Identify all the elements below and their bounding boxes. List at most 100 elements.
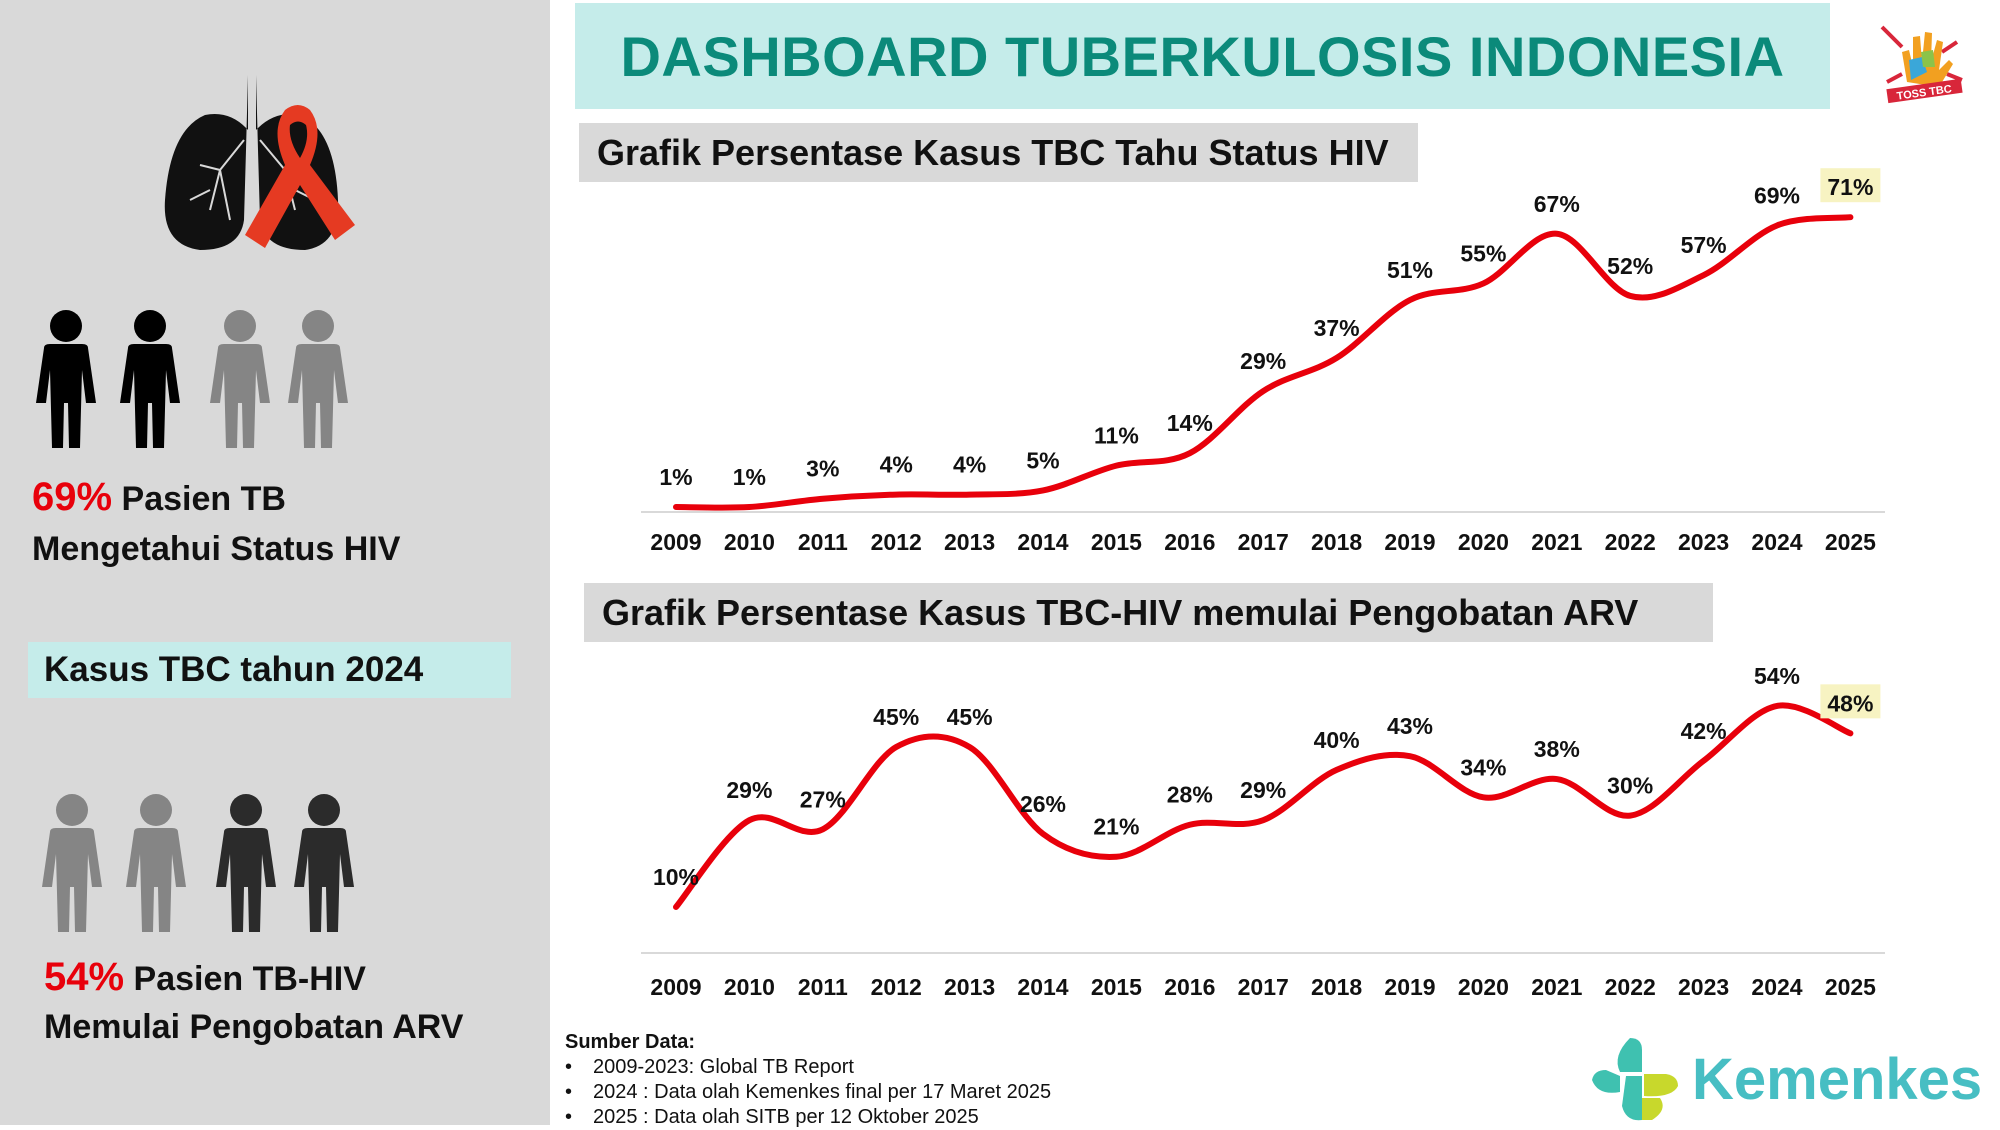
x-tick-label: 2016 <box>1164 529 1215 555</box>
person-icon-dark <box>294 794 354 932</box>
person-icon-dark <box>120 310 180 448</box>
data-label: 43% <box>1387 713 1433 739</box>
sources-heading: Sumber Data: <box>565 1031 696 1053</box>
data-label: 45% <box>947 704 993 730</box>
highlight-label-bg <box>1820 684 1881 719</box>
data-label: 3% <box>806 456 839 482</box>
x-tick-label: 2011 <box>798 974 848 1000</box>
data-label: 37% <box>1314 315 1360 341</box>
data-label: 14% <box>1167 410 1213 436</box>
x-tick-label: 2009 <box>650 974 701 1000</box>
data-label: 29% <box>726 777 772 803</box>
person-icon-gray <box>288 310 348 448</box>
data-label: 71% <box>1827 174 1873 200</box>
data-label: 40% <box>1314 727 1360 753</box>
x-tick-label: 2025 <box>1825 974 1876 1000</box>
x-tick-label: 2015 <box>1091 974 1142 1000</box>
x-tick-label: 2023 <box>1678 974 1729 1000</box>
stat-percent: 69% <box>32 475 113 519</box>
data-label: 4% <box>880 452 913 478</box>
data-label: 69% <box>1754 182 1800 208</box>
x-tick-label: 2024 <box>1751 529 1802 555</box>
data-label: 45% <box>873 704 919 730</box>
dashboard-title-banner: DASHBOARD TUBERKULOSIS INDONESIA <box>575 3 1830 109</box>
x-tick-label: 2012 <box>871 974 922 1000</box>
data-label: 30% <box>1607 773 1653 799</box>
person-icon-gray <box>42 794 102 932</box>
stat-label-line2: Memulai Pengobatan ARV <box>44 1008 464 1046</box>
data-label: 4% <box>953 452 986 478</box>
chart1-title-text: Grafik Persentase Kasus TBC Tahu Status … <box>597 131 1389 173</box>
data-label: 10% <box>653 864 699 890</box>
x-tick-label: 2018 <box>1311 974 1362 1000</box>
x-tick-label: 2013 <box>944 974 995 1000</box>
x-tick-label: 2024 <box>1751 974 1802 1000</box>
source-item: • 2025 : Data olah SITB per 12 Oktober 20… <box>565 1106 979 1128</box>
data-label: 26% <box>1020 791 1066 817</box>
x-tick-label: 2021 <box>1531 974 1582 1000</box>
data-label: 29% <box>1240 348 1286 374</box>
data-label: 54% <box>1754 663 1800 689</box>
data-label: 42% <box>1681 718 1727 744</box>
data-sources: Sumber Data: • 2009-2023: Global TB Repor… <box>565 1030 1051 1130</box>
data-label: 5% <box>1026 447 1059 473</box>
people-icon-group-2 <box>42 794 354 932</box>
chart2-title: Grafik Persentase Kasus TBC-HIV memulai … <box>584 583 1713 642</box>
section-label-kasus-2024: Kasus TBC tahun 2024 <box>28 642 511 698</box>
stat-label-line1: Pasien TB-HIV <box>133 960 366 998</box>
source-item-text: 2009-2023: Global TB Report <box>593 1056 854 1078</box>
x-tick-label: 2016 <box>1164 974 1215 1000</box>
x-tick-label: 2018 <box>1311 529 1362 555</box>
data-label: 29% <box>1240 777 1286 803</box>
x-tick-label: 2009 <box>650 529 701 555</box>
data-label: 11% <box>1094 423 1139 449</box>
x-tick-label: 2023 <box>1678 529 1729 555</box>
source-item-text: 2025 : Data olah SITB per 12 Oktober 202… <box>593 1106 979 1128</box>
stat-percent: 54% <box>44 955 125 999</box>
kemenkes-logo-text: Kemenkes <box>1692 1047 1983 1112</box>
data-label: 55% <box>1460 240 1506 266</box>
series-line <box>673 702 1854 910</box>
data-label: 21% <box>1093 814 1139 840</box>
chart1-title: Grafik Persentase Kasus TBC Tahu Status … <box>579 123 1418 182</box>
person-icon-dark <box>216 794 276 932</box>
x-tick-label: 2025 <box>1825 529 1876 555</box>
data-label: 1% <box>659 464 692 490</box>
data-label: 51% <box>1387 257 1433 283</box>
x-tick-label: 2017 <box>1238 529 1289 555</box>
x-tick-label: 2013 <box>944 529 995 555</box>
toss-tbc-logo: TOSS TBC <box>1880 25 1963 104</box>
page-title: DASHBOARD TUBERKULOSIS INDONESIA <box>620 24 1785 88</box>
x-tick-label: 2022 <box>1605 974 1656 1000</box>
data-label: 1% <box>733 464 766 490</box>
chart2-title-text: Grafik Persentase Kasus TBC-HIV memulai … <box>602 591 1639 633</box>
stat-hiv-status: 69% Pasien TB <box>32 475 286 520</box>
highlight-label-bg <box>1820 168 1881 203</box>
data-label: 28% <box>1167 782 1213 808</box>
x-tick-label: 2014 <box>1017 529 1068 555</box>
source-item: • 2024 : Data olah Kemenkes final per 17 … <box>565 1081 1052 1103</box>
x-tick-label: 2012 <box>871 529 922 555</box>
x-tick-label: 2021 <box>1531 529 1582 555</box>
stat-label-line1: Pasien TB <box>121 480 286 518</box>
lungs-ribbon-icon <box>164 75 355 250</box>
series-line <box>673 214 1854 511</box>
data-label: 57% <box>1681 232 1727 258</box>
stat-arv: 54% Pasien TB-HIV <box>44 955 366 1000</box>
x-tick-label: 2022 <box>1605 529 1656 555</box>
x-tick-label: 2017 <box>1238 974 1289 1000</box>
section-label-text: Kasus TBC tahun 2024 <box>44 650 424 689</box>
x-tick-label: 2010 <box>724 529 775 555</box>
data-label: 67% <box>1534 191 1580 217</box>
x-tick-label: 2019 <box>1384 974 1435 1000</box>
x-tick-label: 2010 <box>724 974 775 1000</box>
data-label: 38% <box>1534 736 1580 762</box>
source-item-text: 2024 : Data olah Kemenkes final per 17 M… <box>593 1081 1052 1103</box>
x-tick-label: 2014 <box>1017 974 1068 1000</box>
people-icon-group-1 <box>36 310 348 448</box>
data-label: 27% <box>800 786 846 812</box>
person-icon-gray <box>126 794 186 932</box>
x-tick-label: 2015 <box>1091 529 1142 555</box>
x-tick-label: 2019 <box>1384 529 1435 555</box>
logo-text: TOSS TBC <box>1896 83 1953 103</box>
